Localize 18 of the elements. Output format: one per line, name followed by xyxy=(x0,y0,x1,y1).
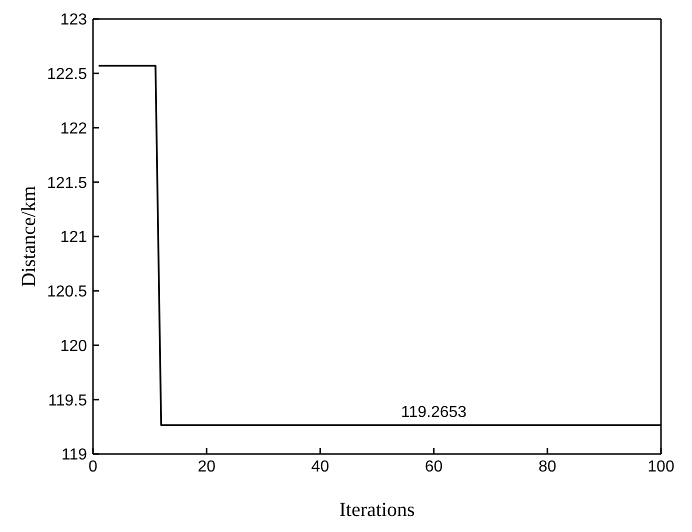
x-tick-label: 60 xyxy=(424,458,443,476)
y-tick-label: 121 xyxy=(60,229,88,246)
annotation: 119.2653 xyxy=(401,404,467,422)
x-axis-title: Iterations xyxy=(339,499,415,522)
x-tick-label: 20 xyxy=(198,458,216,476)
y-tick-label: 120.5 xyxy=(46,284,88,301)
y-tick-label: 119.5 xyxy=(48,392,88,410)
y-tick-label: 122 xyxy=(60,120,88,138)
x-tick-label: 0 xyxy=(88,458,98,476)
x-tick-label: 40 xyxy=(311,458,330,476)
x-tick-label: 100 xyxy=(648,458,674,476)
y-tick-label: 122.5 xyxy=(46,66,88,84)
y-tick-label: 120 xyxy=(60,338,88,355)
y-tick-label: 123 xyxy=(60,12,88,29)
x-tick-label: 80 xyxy=(538,458,556,476)
y-tick-label: 121.5 xyxy=(46,174,88,192)
y-tick-label: 119 xyxy=(61,446,88,464)
y-axis-title: Distance/km xyxy=(18,186,40,288)
